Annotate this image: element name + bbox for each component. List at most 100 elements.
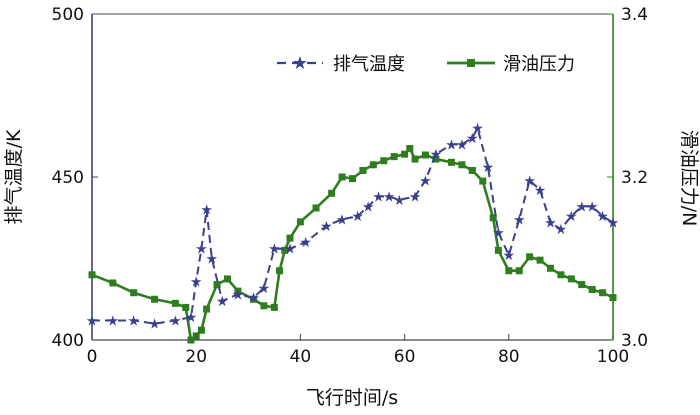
pressure-point [270, 303, 278, 311]
pressure-point [567, 275, 575, 283]
pressure-point [203, 305, 211, 313]
temperature-point: ★ [544, 216, 557, 232]
x-axis-title: 飞行时间/s [306, 387, 398, 409]
temperature-point: ★ [216, 294, 229, 310]
pressure-point [401, 150, 409, 158]
temperature-point: ★ [107, 313, 120, 329]
pressure-point [526, 253, 534, 261]
temperature-point: ★ [523, 173, 536, 189]
pressure-point [447, 158, 455, 166]
temperature-point: ★ [247, 291, 260, 307]
y-axis-title-left: 排气温度/K [3, 129, 25, 224]
temperature-point: ★ [555, 222, 568, 238]
temperature-point: ★ [127, 313, 140, 329]
pressure-point [234, 287, 242, 295]
temperature-point: ★ [575, 199, 588, 215]
pressure-point [411, 155, 419, 163]
pressure-point [213, 281, 221, 289]
pressure-point [109, 279, 117, 287]
pressure-point [223, 275, 231, 283]
temperature-point: ★ [383, 190, 396, 206]
temperature-point: ★ [195, 242, 208, 258]
y-right-tick-label: 3.4 [621, 5, 648, 25]
temperature-point: ★ [445, 137, 458, 153]
temperature-point: ★ [190, 274, 203, 290]
pressure-point [349, 175, 356, 183]
temperature-point: ★ [456, 137, 469, 153]
legend: ★ 排气温度 滑油压力 [277, 53, 575, 75]
temperature-series-line [92, 127, 614, 325]
temperature-point: ★ [430, 147, 443, 163]
pressure-point [578, 281, 586, 289]
temperature-point: ★ [362, 199, 375, 215]
temperature-point: ★ [565, 209, 578, 225]
pressure-point [276, 267, 284, 275]
pressure-point [260, 302, 268, 310]
temperature-point: ★ [200, 203, 213, 219]
temperature-point: ★ [503, 248, 516, 264]
pressure-point [286, 234, 294, 242]
pressure-point [557, 271, 565, 279]
temperature-point: ★ [268, 242, 281, 258]
pressure-point [250, 295, 258, 303]
temperature-point: ★ [148, 317, 161, 333]
pressure-point [432, 155, 440, 163]
legend-pressure-marker [467, 59, 475, 67]
temperature-point: ★ [393, 193, 406, 209]
pressure-point [494, 246, 502, 254]
temperature-point: ★ [419, 173, 432, 189]
temperature-point: ★ [232, 287, 245, 303]
pressure-point [468, 166, 476, 174]
temperature-point: ★ [534, 183, 547, 199]
temperature-point: ★ [596, 209, 609, 225]
x-tick-label: 20 [185, 347, 207, 367]
y-axis-title-right: 滑油压力/N [678, 130, 700, 227]
pressure-point [406, 144, 414, 152]
pressure-point [171, 299, 179, 307]
y-right-tick-label: 3.2 [621, 168, 648, 188]
temperature-point: ★ [320, 219, 333, 235]
pressure-point [312, 204, 320, 212]
y-right-tick-label: 3.0 [621, 331, 648, 351]
temperature-point: ★ [471, 121, 484, 137]
temperature-point: ★ [372, 190, 385, 206]
temperature-point: ★ [466, 131, 479, 147]
ticks-layer: 0 20 40 60 80 100 400 450 500 3.0 3.2 3.4 [52, 5, 649, 367]
pressure-point [359, 166, 367, 174]
pressure-point [182, 303, 190, 311]
series-layer: ★ ★ ★ ★ ★ ★★★★★★ ★ ★★★ ★ ★★ ★ ★★★★★ ★★★★★★★★★★★★★★★★… [86, 121, 619, 344]
pressure-point [281, 246, 289, 254]
pressure-point [197, 326, 205, 334]
temperature-point: ★ [409, 190, 422, 206]
x-tick-label: 80 [498, 347, 520, 367]
legend-temperature-marker: ★ [292, 53, 308, 74]
temperature-point: ★ [206, 252, 219, 268]
temperature-point: ★ [169, 313, 182, 329]
temperature-point: ★ [258, 281, 271, 297]
pressure-point [515, 267, 523, 275]
temperature-point: ★ [351, 209, 364, 225]
x-tick-label: 60 [394, 347, 416, 367]
x-tick-label: 40 [290, 347, 312, 367]
pressure-point [479, 177, 487, 185]
temperature-point: ★ [185, 310, 198, 326]
pressure-point [88, 271, 96, 279]
x-tick-label: 0 [87, 347, 98, 367]
temperature-point: ★ [86, 313, 99, 329]
pressure-point [588, 285, 596, 293]
pressure-point [546, 264, 554, 272]
pressure-point [369, 161, 377, 169]
pressure-point [599, 289, 607, 297]
pressure-point [505, 267, 513, 275]
pressure-point [421, 151, 429, 159]
temperature-point: ★ [586, 199, 599, 215]
temperature-point: ★ [482, 160, 495, 176]
pressure-point [489, 214, 497, 222]
x-tick-label: 100 [597, 347, 629, 367]
y-left-tick-label: 450 [52, 168, 84, 188]
y-left-tick-label: 400 [52, 331, 84, 351]
temperature-point: ★ [513, 212, 526, 228]
y-left-tick-label: 500 [52, 5, 84, 25]
